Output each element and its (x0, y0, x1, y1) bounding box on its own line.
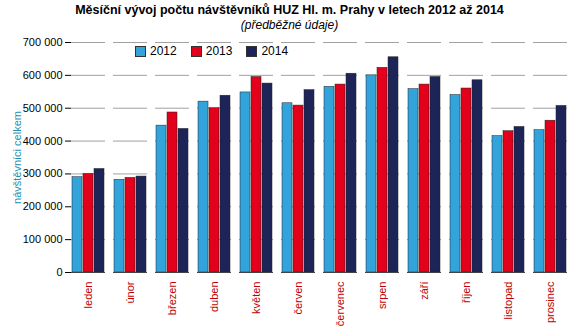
svg-text:500 000: 500 000 (23, 102, 63, 114)
svg-text:0: 0 (56, 266, 62, 278)
svg-text:září: září (418, 282, 430, 300)
html-text:2013: 2013 (205, 44, 233, 58)
svg-text:únor: únor (124, 281, 136, 303)
svg-text:květen: květen (250, 282, 262, 314)
svg-text:srpen: srpen (376, 282, 388, 310)
svg-text:duben: duben (208, 282, 220, 313)
svg-text:červenec: červenec (334, 281, 346, 326)
svg-text:leden: leden (82, 282, 94, 309)
svg-text:březen: březen (166, 282, 178, 316)
svg-text:200 000: 200 000 (23, 200, 63, 212)
html-text:2014: 2014 (261, 44, 289, 58)
svg-text:300 000: 300 000 (23, 167, 63, 179)
svg-text:400 000: 400 000 (23, 135, 63, 147)
svg-text:prosinec: prosinec (544, 281, 556, 323)
html-text:Měsíční vývoj počtu návštěvník: Měsíční vývoj počtu návštěvníků HUZ Hl. … (75, 3, 504, 17)
svg-text:listopad: listopad (502, 282, 514, 320)
html-text:2012: 2012 (150, 44, 177, 58)
html-text:(předběžné údaje): (předběžné údaje) (240, 18, 339, 32)
svg-text:návštěvníci celkem: návštěvníci celkem (11, 111, 23, 204)
svg-text:600 000: 600 000 (23, 69, 63, 81)
svg-text:100 000: 100 000 (23, 233, 63, 245)
svg-text:červen: červen (292, 282, 304, 315)
svg-text:říjen: říjen (460, 282, 472, 303)
svg-text:700 000: 700 000 (23, 36, 63, 48)
